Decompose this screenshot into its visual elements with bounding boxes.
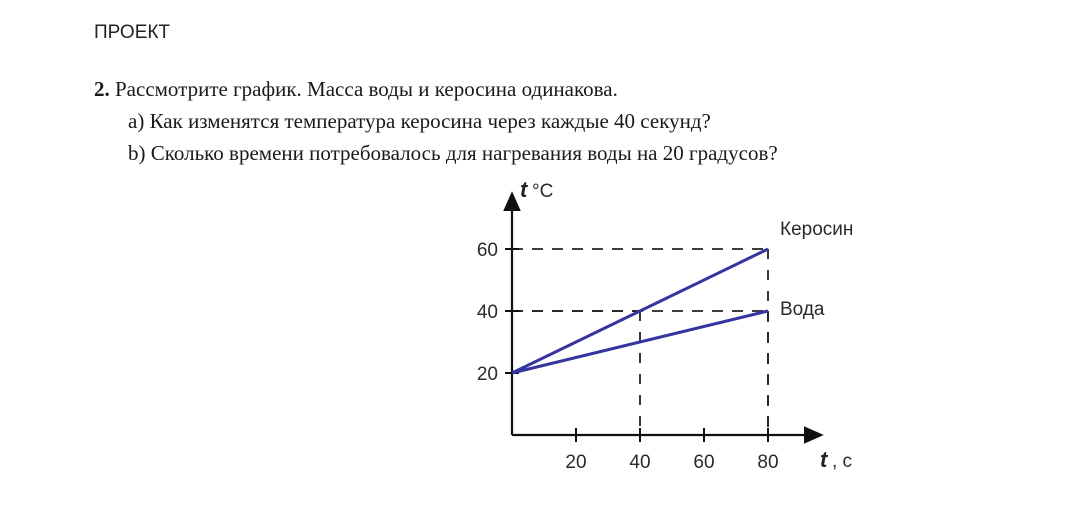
series-label: Вода xyxy=(780,299,825,320)
task-block: 2. Рассмотрите график. Масса воды и керо… xyxy=(94,73,778,169)
x-axis-unit: , с xyxy=(832,451,852,472)
series-line xyxy=(511,247,769,375)
y-tick-label: 20 xyxy=(477,364,498,385)
task-intro: Рассмотрите график. Масса воды и керосин… xyxy=(115,77,618,101)
y-axis-unit: °C xyxy=(532,181,553,202)
y-tick-label: 40 xyxy=(477,302,498,323)
x-tick-label: 40 xyxy=(629,452,650,473)
header-label: ПРОЕКТ xyxy=(94,22,171,43)
task-intro-line: 2. Рассмотрите график. Масса воды и керо… xyxy=(94,73,778,105)
ticks-group: 20 40 60 20 40 60 80 xyxy=(477,240,779,473)
task-number: 2. xyxy=(94,77,110,101)
question-b: b) Сколько времени потребовалось для наг… xyxy=(128,141,778,165)
question-a: a) Как изменятся температура керосина че… xyxy=(128,109,711,133)
series-line xyxy=(511,309,769,375)
x-tick-label: 20 xyxy=(565,452,586,473)
series-label: Керосин xyxy=(780,219,853,240)
x-tick-label: 60 xyxy=(693,452,714,473)
y-tick-label: 60 xyxy=(477,240,498,261)
series-group: Керосин Вода xyxy=(511,219,853,375)
x-tick-label: 80 xyxy=(757,452,778,473)
y-axis-letter: t xyxy=(520,177,529,202)
x-axis-letter: t xyxy=(820,447,829,472)
